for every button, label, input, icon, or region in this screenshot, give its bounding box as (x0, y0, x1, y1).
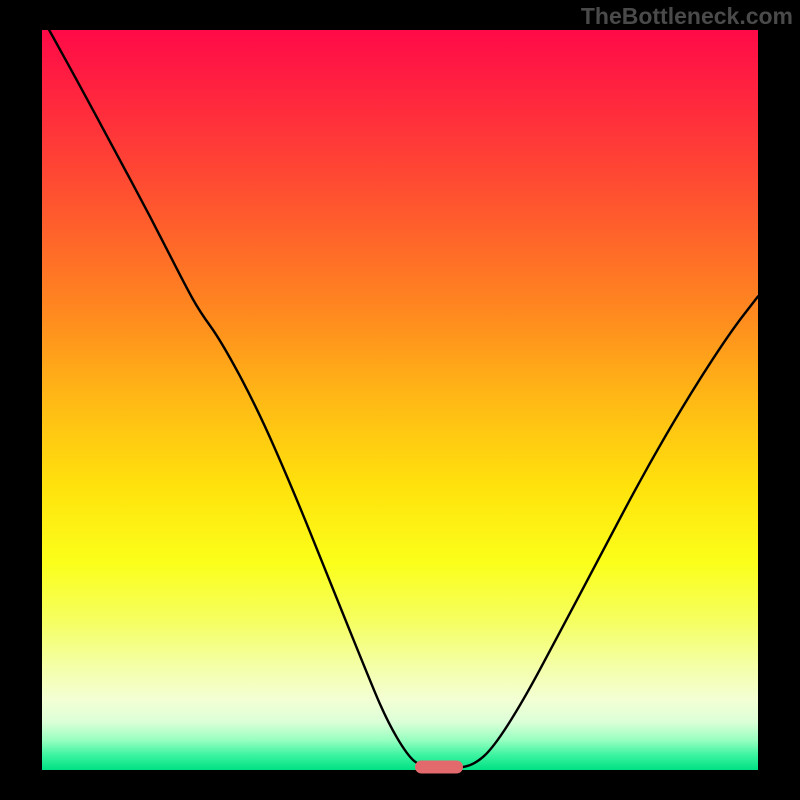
plot-area (42, 30, 758, 770)
watermark-text: TheBottleneck.com (581, 3, 793, 30)
curve-layer (42, 30, 758, 770)
optimum-marker (415, 761, 463, 774)
bottleneck-curve (49, 30, 758, 768)
chart-frame: TheBottleneck.com (0, 0, 800, 800)
